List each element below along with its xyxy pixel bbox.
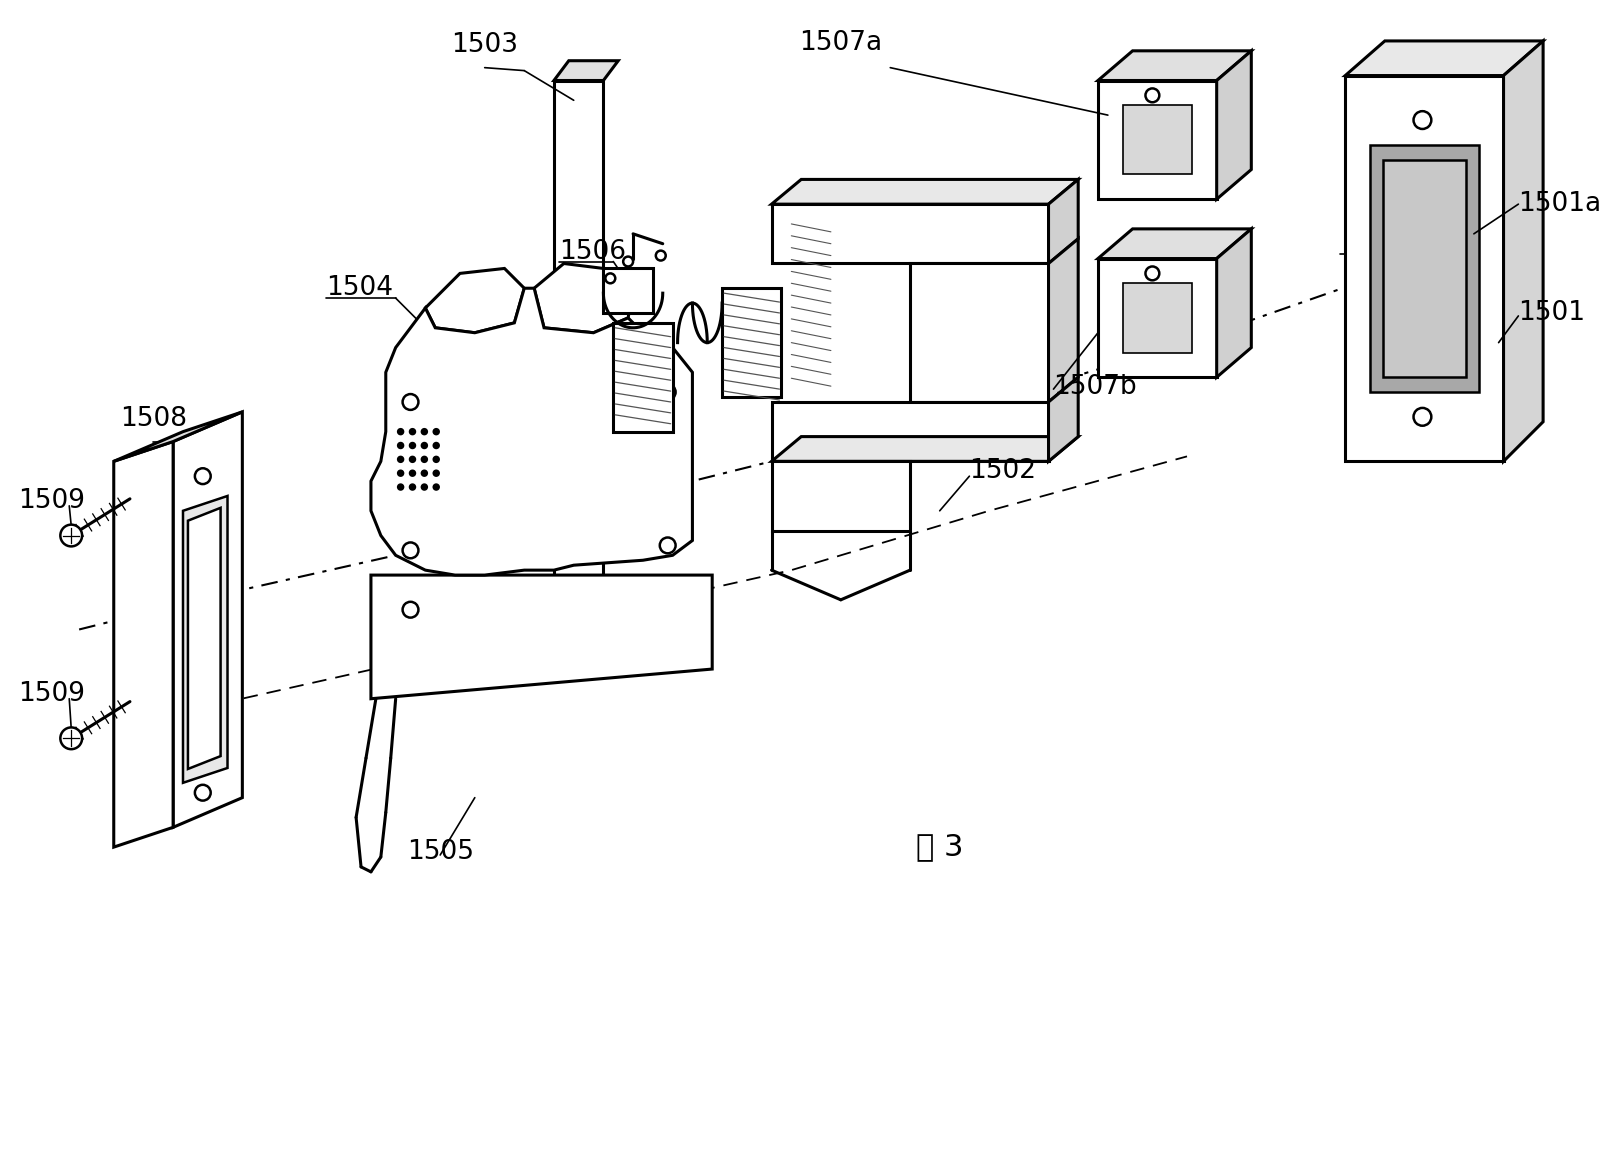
Text: 1504: 1504 xyxy=(326,275,394,301)
Circle shape xyxy=(410,471,415,476)
Text: 1505: 1505 xyxy=(407,838,473,865)
Polygon shape xyxy=(721,288,781,398)
Circle shape xyxy=(60,728,82,750)
Polygon shape xyxy=(371,288,692,575)
Polygon shape xyxy=(182,496,228,782)
Polygon shape xyxy=(613,323,671,431)
Polygon shape xyxy=(1098,229,1251,259)
Polygon shape xyxy=(1369,145,1478,392)
Circle shape xyxy=(399,485,404,490)
Text: 1507b: 1507b xyxy=(1052,374,1136,400)
Text: 1506: 1506 xyxy=(558,239,626,265)
Circle shape xyxy=(434,471,439,476)
Circle shape xyxy=(410,485,415,490)
Polygon shape xyxy=(1503,41,1541,462)
Text: 1501: 1501 xyxy=(1517,300,1585,326)
Circle shape xyxy=(60,525,82,547)
Polygon shape xyxy=(1215,229,1251,378)
Polygon shape xyxy=(1122,105,1191,175)
Polygon shape xyxy=(1047,239,1078,402)
Circle shape xyxy=(421,471,426,476)
Polygon shape xyxy=(771,180,1078,204)
Circle shape xyxy=(421,429,426,434)
Polygon shape xyxy=(534,264,633,332)
Circle shape xyxy=(410,429,415,434)
Polygon shape xyxy=(1047,180,1078,264)
Circle shape xyxy=(421,457,426,462)
Polygon shape xyxy=(424,268,525,332)
Circle shape xyxy=(434,429,439,434)
Polygon shape xyxy=(554,61,618,80)
Polygon shape xyxy=(371,575,712,698)
Polygon shape xyxy=(554,80,604,599)
Polygon shape xyxy=(1047,378,1078,462)
Polygon shape xyxy=(1122,283,1191,352)
Circle shape xyxy=(399,429,404,434)
Polygon shape xyxy=(113,412,242,462)
Polygon shape xyxy=(909,264,1047,402)
Circle shape xyxy=(434,485,439,490)
Polygon shape xyxy=(1344,41,1541,76)
Polygon shape xyxy=(113,442,173,848)
Text: 1509: 1509 xyxy=(18,487,86,514)
Polygon shape xyxy=(771,204,1047,264)
Polygon shape xyxy=(1098,51,1251,80)
Polygon shape xyxy=(1344,76,1503,462)
Polygon shape xyxy=(1215,51,1251,199)
Circle shape xyxy=(399,443,404,448)
Polygon shape xyxy=(173,412,242,828)
Polygon shape xyxy=(604,268,652,312)
Text: 1508: 1508 xyxy=(119,406,187,431)
Polygon shape xyxy=(771,462,909,531)
Text: 1501a: 1501a xyxy=(1517,191,1601,217)
Text: 图 3: 图 3 xyxy=(915,833,964,862)
Polygon shape xyxy=(771,436,1078,462)
Circle shape xyxy=(410,443,415,448)
Circle shape xyxy=(434,457,439,462)
Circle shape xyxy=(421,485,426,490)
Text: 1502: 1502 xyxy=(968,458,1036,484)
Polygon shape xyxy=(1098,80,1215,199)
Circle shape xyxy=(434,443,439,448)
Polygon shape xyxy=(1098,259,1215,378)
Polygon shape xyxy=(1382,160,1466,378)
Circle shape xyxy=(421,443,426,448)
Text: 1503: 1503 xyxy=(450,31,518,58)
Circle shape xyxy=(399,471,404,476)
Polygon shape xyxy=(771,402,1047,462)
Circle shape xyxy=(399,457,404,462)
Text: 1509: 1509 xyxy=(18,681,86,707)
Circle shape xyxy=(410,457,415,462)
Polygon shape xyxy=(187,508,221,768)
Text: 1507a: 1507a xyxy=(799,30,881,56)
